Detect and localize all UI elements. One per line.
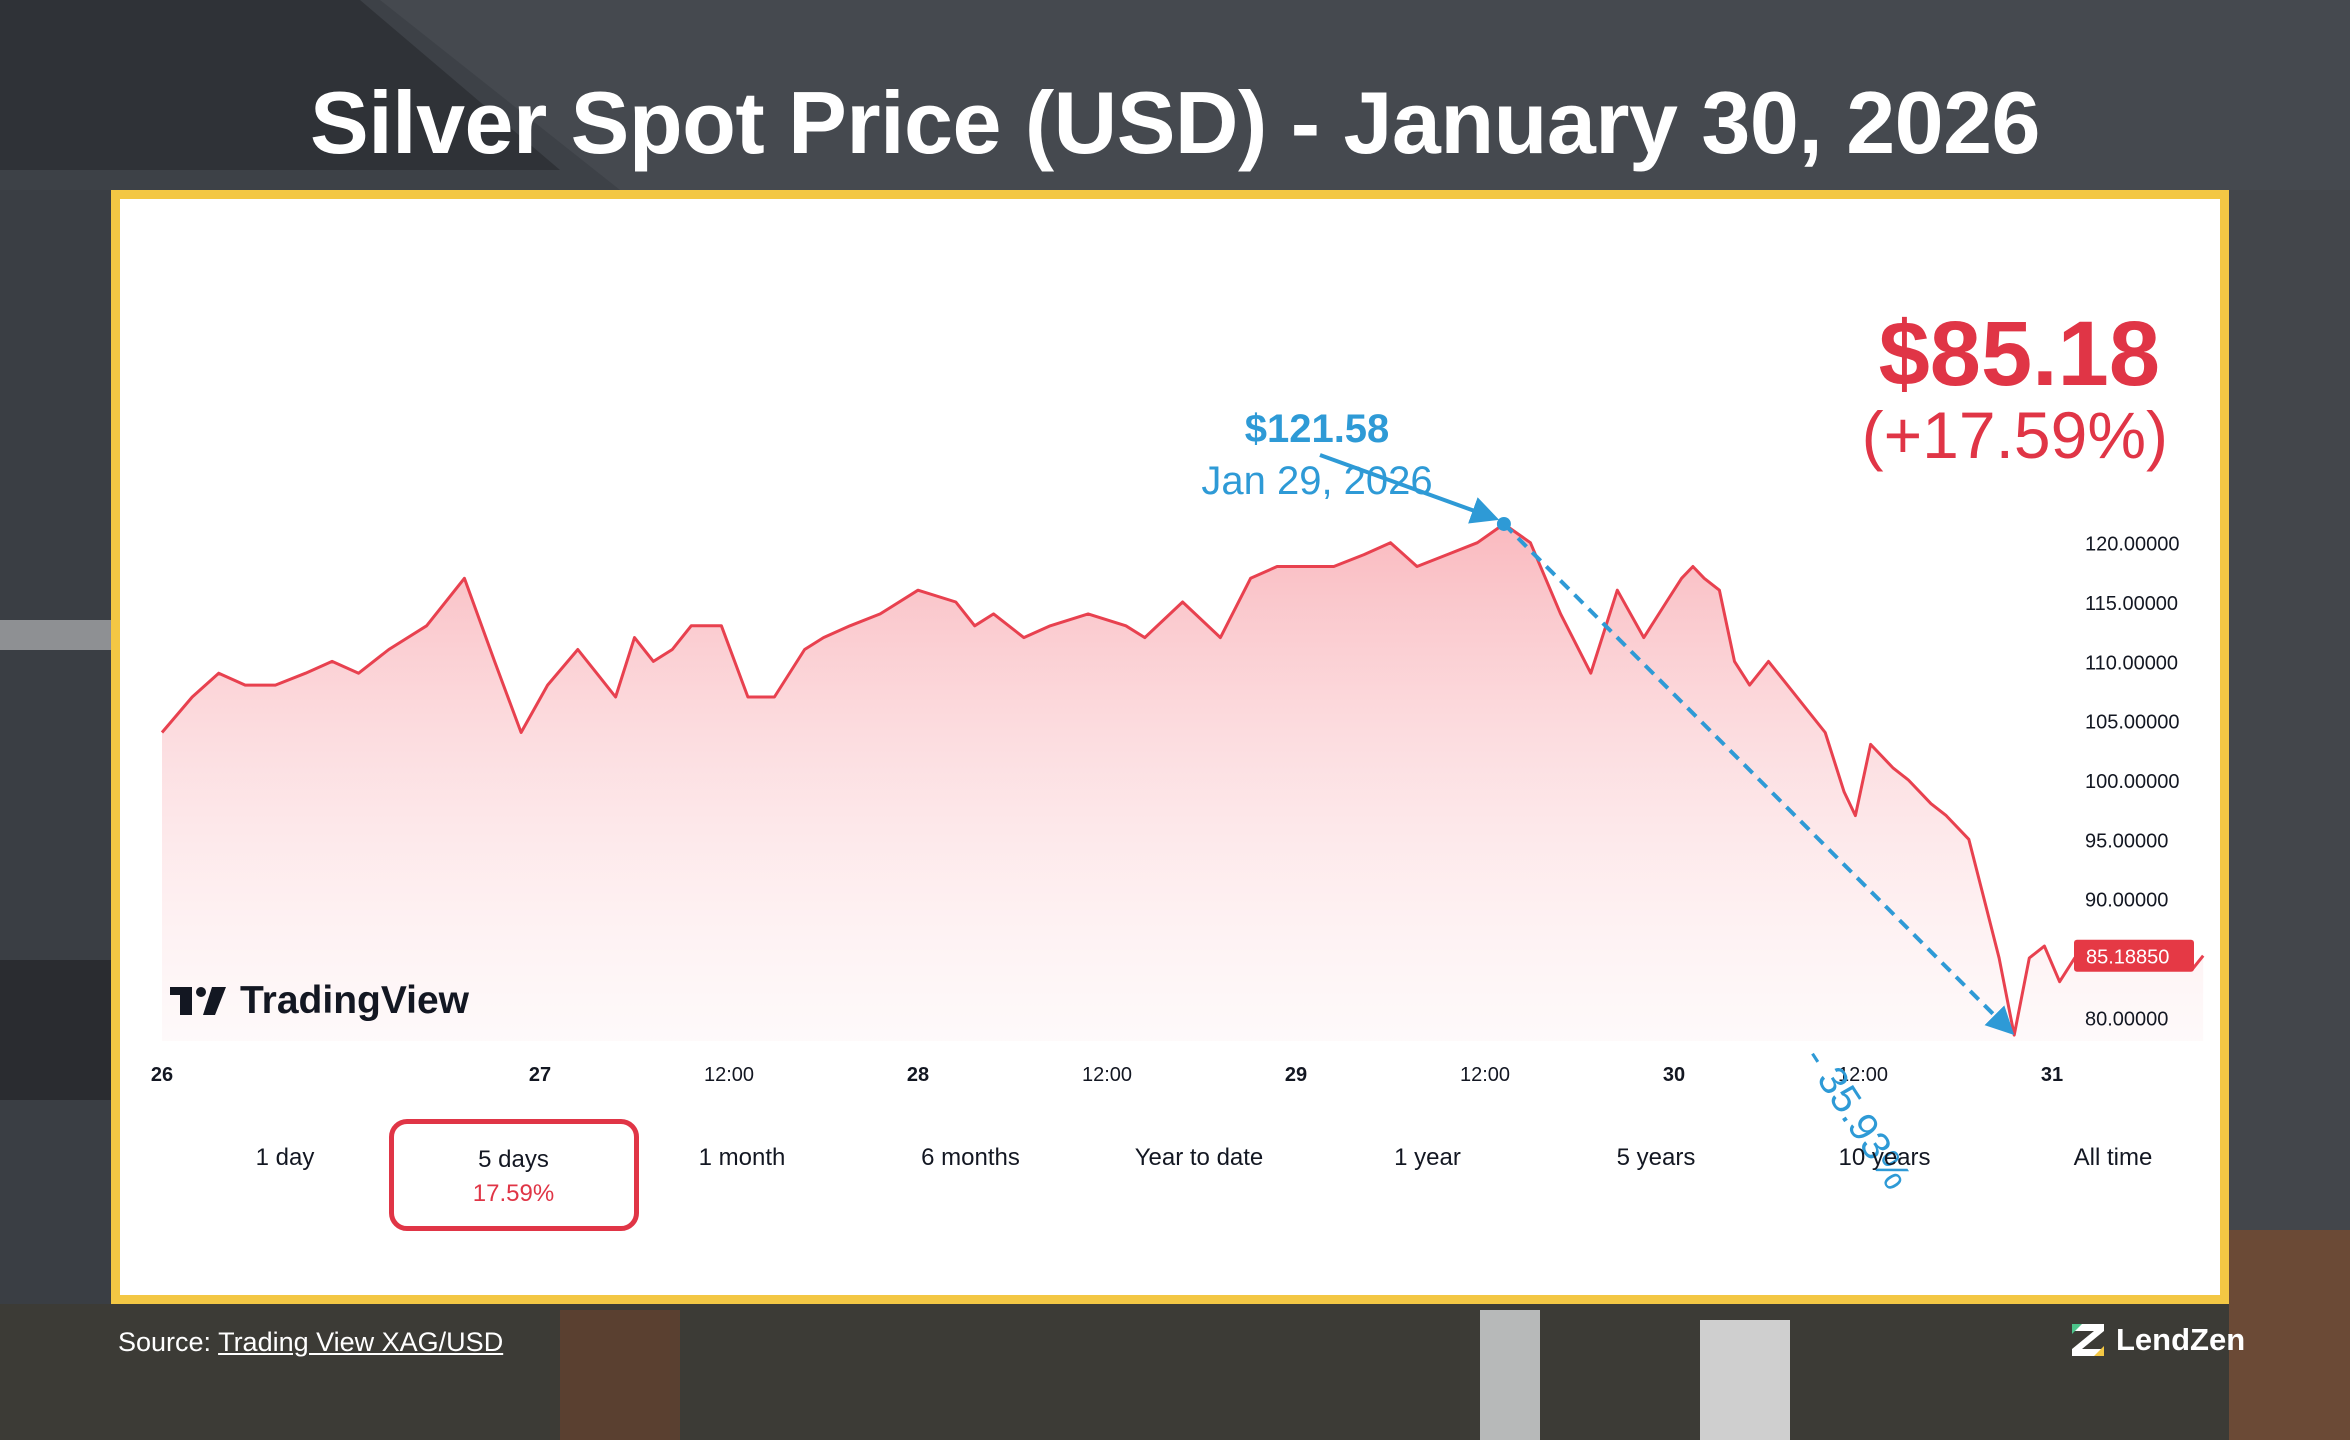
- y-tick-label: 120.00000: [2085, 534, 2180, 556]
- y-tick-label: 100.00000: [2085, 771, 2180, 793]
- range-tab-label: 5 days: [478, 1146, 549, 1173]
- range-tab-label: 1 year: [1394, 1144, 1461, 1171]
- lendzen-logo-icon: [2072, 1324, 2104, 1356]
- brand-logo: LendZen: [2070, 1322, 2245, 1358]
- current-price: $85.18: [1878, 303, 2160, 405]
- x-tick-label: 27: [529, 1064, 551, 1086]
- chart-card: 120.00000 115.00000 110.00000 105.00000 100.…: [111, 190, 2229, 1304]
- x-tick-label: 28: [907, 1064, 929, 1086]
- tradingview-logo-text: TradingView: [240, 979, 470, 1022]
- tradingview-logo-icon: [170, 987, 226, 1015]
- range-tab[interactable]: All time: [1988, 1119, 2238, 1231]
- peak-date-label: Jan 29, 2026: [1201, 459, 1433, 503]
- y-tick-label: 90.00000: [2085, 890, 2168, 912]
- page-title: Silver Spot Price (USD) - January 30, 20…: [310, 73, 2040, 172]
- range-tab-label: Year to date: [1134, 1144, 1264, 1171]
- peak-price-label: $121.58: [1244, 407, 1390, 451]
- range-tab-label: 1 month: [698, 1144, 786, 1171]
- range-tab-label: 10 years: [1838, 1144, 1931, 1171]
- range-tab[interactable]: 1 month: [617, 1119, 867, 1231]
- x-tick-label: 31: [2041, 1064, 2063, 1086]
- range-tab[interactable]: Year to date: [1074, 1119, 1324, 1231]
- x-tick-label: 29: [1285, 1064, 1307, 1086]
- range-tab[interactable]: 5 days 17.59%: [388, 1119, 639, 1231]
- range-tab-label: 5 years: [1616, 1144, 1696, 1171]
- y-tick-label: 95.00000: [2085, 830, 2168, 852]
- last-price-badge-label: 85.18850: [2086, 947, 2169, 969]
- time-range-tabs: 1 day 5 days 17.59% 1 month 6 months Year to …: [160, 1119, 2180, 1239]
- range-tab[interactable]: 6 months: [846, 1119, 1096, 1231]
- range-tab[interactable]: 5 years: [1531, 1119, 1781, 1231]
- price-chart: 120.00000 115.00000 110.00000 105.00000 100.…: [151, 453, 2205, 1086]
- x-tick-label: 30: [1663, 1064, 1685, 1086]
- last-price-badge: [2074, 939, 2194, 972]
- source-note: Source: Trading View XAG/USD: [118, 1327, 503, 1358]
- y-tick-label: 110.00000: [2085, 652, 2178, 674]
- range-tab-label: All time: [2073, 1144, 2153, 1171]
- range-tab[interactable]: 10 years: [1760, 1119, 2010, 1231]
- tradingview-logo: TradingView: [170, 979, 469, 1023]
- range-tab-label: 6 months: [921, 1144, 1020, 1171]
- x-tick-label: 12:00: [1838, 1064, 1888, 1086]
- brand-name: LendZen: [2116, 1322, 2246, 1357]
- y-tick-label: 115.00000: [2085, 593, 2178, 615]
- x-tick-label: 26: [151, 1064, 173, 1086]
- source-link[interactable]: Trading View XAG/USD: [218, 1327, 504, 1357]
- x-tick-label: 12:00: [704, 1064, 754, 1086]
- series-area-fill: [162, 524, 2204, 1041]
- range-tab[interactable]: 1 year: [1303, 1119, 1553, 1231]
- y-tick-label: 80.00000: [2085, 1008, 2168, 1030]
- source-prefix: Source:: [118, 1327, 212, 1357]
- price-change-percent: (+17.59%): [1861, 398, 2168, 472]
- peak-arrow: [1319, 453, 1500, 524]
- series-line: [160, 522, 2205, 1037]
- range-tab[interactable]: 1 day: [160, 1119, 410, 1231]
- x-tick-label: 12:00: [1082, 1064, 1132, 1086]
- x-tick-label: 12:00: [1460, 1064, 1510, 1086]
- range-tab-change: 17.59%: [472, 1180, 555, 1207]
- range-tab-label: 1 day: [255, 1144, 315, 1171]
- y-tick-label: 105.00000: [2085, 712, 2180, 734]
